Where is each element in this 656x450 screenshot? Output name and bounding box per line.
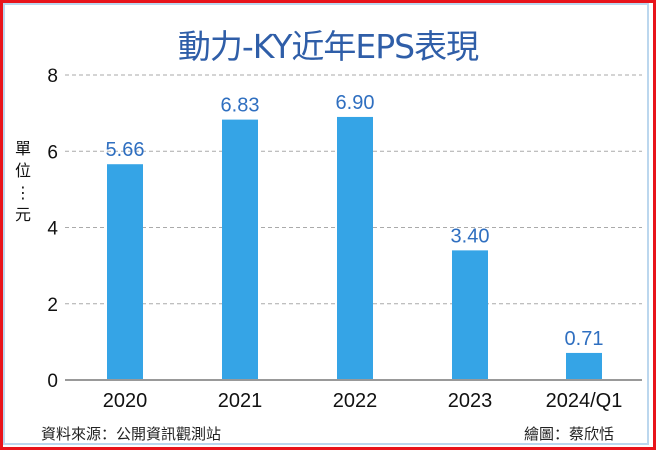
- x-tick-label: 2020: [103, 390, 148, 412]
- y-tick-label: 6: [47, 142, 58, 163]
- bar: [337, 116, 373, 380]
- bar: [566, 352, 602, 380]
- x-tick-label: 2022: [333, 390, 378, 412]
- y-tick-label: 8: [47, 66, 58, 87]
- x-tick-label: 2024/Q1: [546, 390, 623, 412]
- data-label: 6.90: [336, 92, 375, 114]
- chart-title: 動力-KY近年EPS表現: [177, 27, 479, 66]
- bar: [452, 250, 488, 380]
- x-tick-label: 2021: [218, 390, 263, 412]
- y-tick-label: 0: [47, 371, 58, 392]
- y-tick-label: 4: [47, 219, 58, 240]
- data-label: 3.40: [451, 225, 490, 247]
- y-axis-label: 單位 ⋮ 元: [14, 139, 31, 224]
- source-note: 資料來源：公開資訊觀測站: [41, 425, 222, 443]
- bar: [107, 164, 143, 380]
- data-label: 5.66: [106, 139, 145, 161]
- x-tick-label: 2023: [448, 390, 493, 412]
- credit-note: 繪圖：蔡欣恬: [523, 425, 614, 443]
- data-label: 0.71: [565, 328, 604, 350]
- inner-frame: [3, 3, 649, 445]
- y-tick-label: 2: [47, 295, 58, 316]
- data-label: 6.83: [221, 95, 260, 117]
- bar: [222, 119, 258, 380]
